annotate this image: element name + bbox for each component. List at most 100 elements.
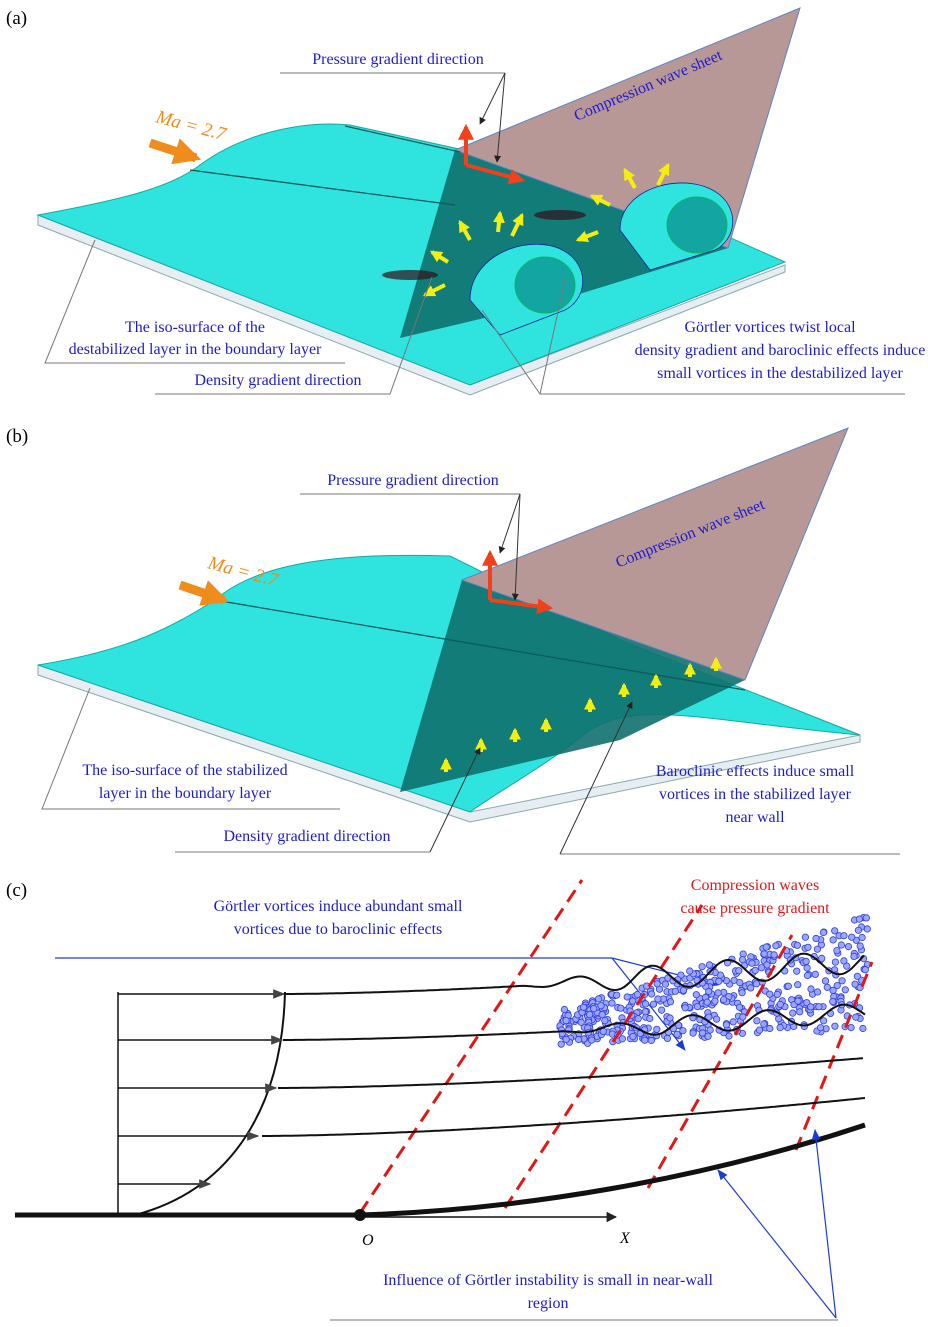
vortex-dot: [757, 964, 766, 972]
vortex-dot: [748, 959, 756, 967]
vortex-dot: [862, 914, 870, 922]
vortex-dot: [679, 986, 688, 994]
pressure-axes: [458, 123, 526, 185]
vortex-dot: [686, 967, 694, 975]
vortex-dot: [679, 1027, 687, 1035]
vortex-dot: [766, 990, 774, 998]
vortex-dot: [773, 990, 781, 999]
vortex-dot: [657, 1006, 666, 1014]
leader: [44, 239, 345, 364]
vortex-dot: [579, 1003, 588, 1011]
vortex-dot: [755, 1026, 764, 1034]
vortex-dot: [634, 1015, 642, 1023]
vortex-dot: [629, 997, 637, 1005]
vortex-dot: [586, 1010, 594, 1019]
vortex-dot: [776, 1024, 784, 1032]
vortex-dot: [705, 987, 713, 996]
streamline: [283, 1003, 866, 1041]
flow-arrow: [148, 138, 202, 165]
vortex-dot: [562, 1016, 570, 1025]
vortex-dot: [714, 989, 722, 997]
vortex-dot: [821, 977, 830, 985]
vortex-dot: [837, 941, 846, 949]
vortex-dot: [698, 1029, 707, 1037]
vortex-dot: [784, 982, 792, 990]
flow-arrow: [178, 580, 230, 606]
vortex-dot: [649, 1000, 658, 1008]
vortex-dot: [819, 928, 828, 937]
vortex-dot: [692, 991, 700, 999]
streamline: [285, 952, 865, 995]
leader: [155, 276, 433, 395]
vortex-dot: [796, 1008, 804, 1016]
surface-label: layer in the boundary layer: [99, 785, 272, 802]
vortex-dot: [776, 1000, 784, 1009]
vortex-dot: [738, 956, 747, 964]
axis-label: X: [619, 1230, 631, 1247]
vortex-dot: [729, 1018, 737, 1026]
vortex-dot: [641, 1008, 650, 1016]
vortex-dot: [793, 967, 801, 975]
vortex-dot: [618, 1035, 627, 1043]
vortex-label: Baroclinic effects induce small: [656, 763, 855, 780]
vortex-dot: [856, 942, 864, 950]
leader: [429, 747, 481, 853]
vortex-label: Görtler vortices twist local: [684, 319, 856, 336]
wall: [15, 1122, 866, 1218]
vortex-dot: [725, 1032, 733, 1040]
vortex-dot: [608, 999, 616, 1007]
vortex-dot: [633, 990, 642, 999]
vortex-dot: [653, 1025, 661, 1033]
leader: [717, 1169, 837, 1319]
vortex-dot: [772, 942, 780, 950]
vortex-dot: [794, 981, 802, 989]
vortex-dot: [831, 1022, 839, 1030]
near-wall-label: region: [528, 1295, 569, 1312]
vortex-label: density gradient and baroclinic effects …: [635, 342, 926, 359]
vortex-dot: [811, 970, 819, 979]
vortex-dot: [840, 932, 848, 940]
vortex-dot: [770, 951, 778, 959]
vortex-dot: [819, 1017, 828, 1025]
leader: [498, 493, 521, 554]
vortex-dot: [623, 993, 631, 1001]
vortex-dot: [673, 1030, 681, 1038]
vortex-dot: [831, 958, 840, 966]
vortex-dot: [858, 933, 866, 942]
compression-waves: [358, 879, 874, 1214]
vortex-dot: [666, 998, 675, 1006]
panel-label: (c): [6, 880, 27, 901]
density-arrows: [422, 162, 670, 297]
leader: [811, 1128, 837, 1319]
vortex-dot: [653, 980, 661, 988]
surface-label: The iso-surface of the: [125, 319, 265, 336]
vortex-roll: [469, 243, 584, 336]
vortex-dot: [617, 1004, 625, 1012]
vortex-dot: [848, 933, 856, 941]
vortex-dot: [641, 1000, 650, 1008]
velocity-arrows: [118, 989, 286, 1189]
mach-label: Ma = 2.7: [153, 106, 230, 145]
vortex-dot: [816, 1024, 825, 1032]
near-wall-label: Influence of Görtler instability is smal…: [383, 1272, 713, 1289]
vortex-dot: [829, 936, 837, 944]
vortex-dot: [794, 997, 802, 1005]
surface-label: destabilized layer in the boundary layer: [69, 341, 322, 358]
vortex-dot: [693, 1002, 702, 1011]
vortex-dot: [594, 995, 603, 1003]
vortex-dot: [763, 961, 771, 969]
leader: [494, 72, 506, 163]
vortex-dot: [560, 1005, 569, 1014]
streak: [534, 210, 586, 220]
vortex-label: small vortices in the destabilized layer: [657, 365, 903, 382]
origin-label: O: [362, 1232, 374, 1249]
vortex-dot: [722, 1021, 731, 1029]
vortex-dot: [590, 1004, 598, 1013]
vortex-dot: [760, 950, 768, 958]
vortex-dot: [661, 980, 670, 988]
vortex-dot: [577, 1018, 585, 1026]
vortex-dot: [689, 1029, 697, 1037]
vortex-dot: [666, 1014, 674, 1022]
vortex-dot: [841, 986, 849, 994]
vortex-dot: [597, 1002, 605, 1010]
